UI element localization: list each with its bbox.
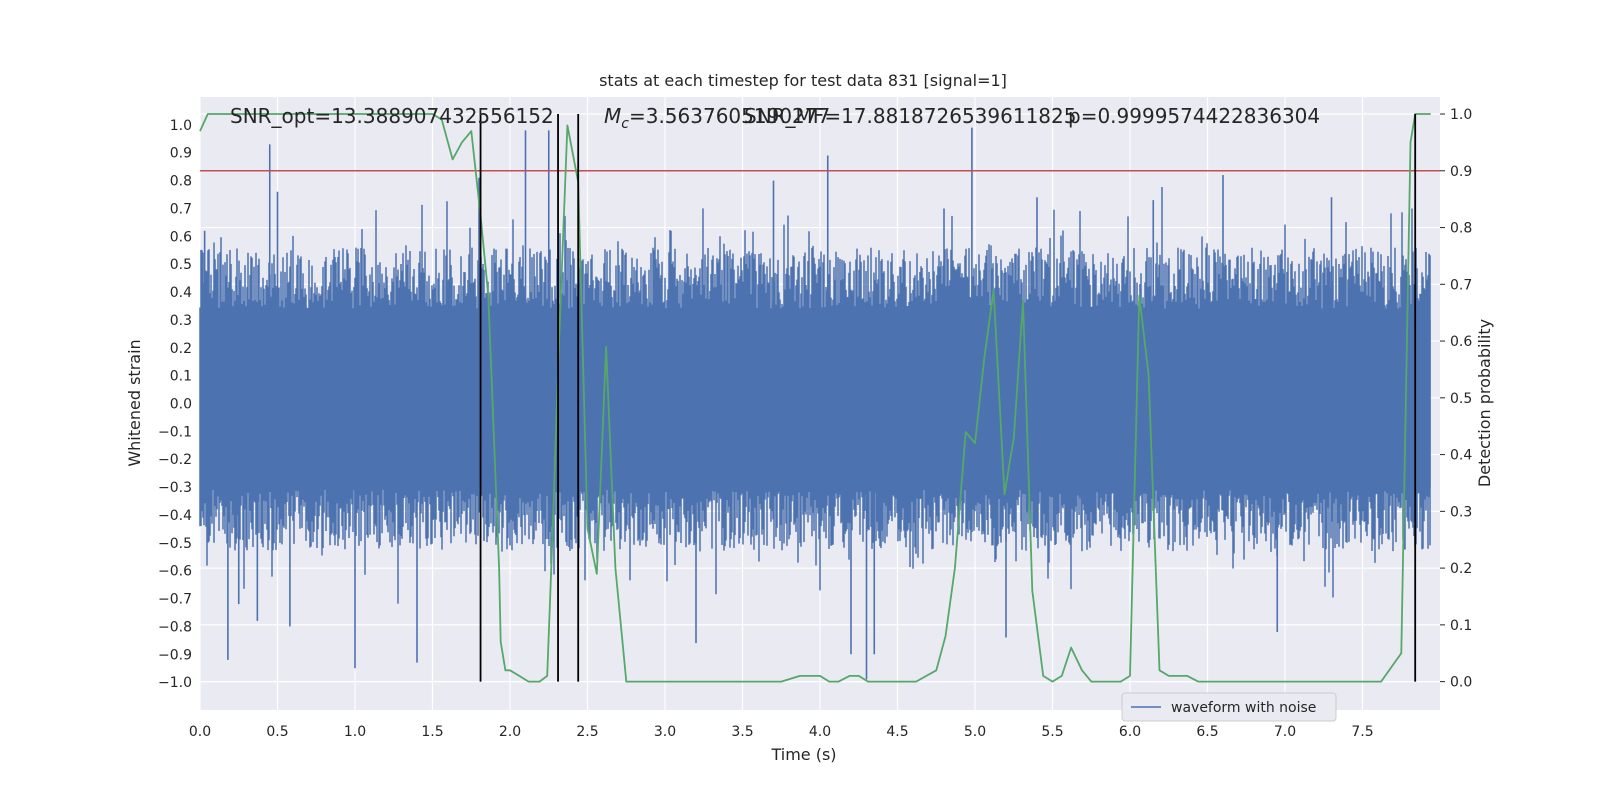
x-tick-label: 5.0: [964, 724, 986, 740]
x-tick-label: 4.5: [886, 724, 908, 740]
x-tick-label: 3.5: [731, 724, 753, 740]
x-tick-label: 7.5: [1351, 724, 1373, 740]
y-tick-label: 0.9: [170, 146, 192, 162]
y2-tick-label: 0.2: [1450, 561, 1472, 577]
x-tick-label: 0.0: [189, 724, 211, 740]
x-tick-label: 6.5: [1196, 724, 1218, 740]
y-tick-label: −0.6: [158, 564, 192, 580]
annotation-probability: p=0.9999574422836304: [1068, 104, 1320, 128]
x-tick-label: 6.0: [1119, 724, 1141, 740]
y2-tick-label: 0.3: [1450, 504, 1472, 520]
y2-axis-label: Detection probability: [1475, 319, 1494, 487]
legend: waveform with noise: [1121, 692, 1337, 722]
x-tick-label: 7.0: [1274, 724, 1296, 740]
y-tick-label: 0.4: [170, 285, 192, 301]
y-tick-label: 0.3: [170, 313, 192, 329]
annotation-chirp-mass: Mc=3.5637605190277: [604, 104, 830, 132]
probability-line: [199, 113, 1431, 683]
y-axis-label: Whitened strain: [125, 339, 144, 466]
x-tick-label: 4.0: [809, 724, 831, 740]
y-tick-label: −0.4: [158, 508, 192, 524]
y-tick-label: 0.8: [170, 174, 192, 190]
y-tick-label: −1.0: [158, 675, 192, 691]
y-tick-label: 0.5: [170, 257, 192, 273]
y2-tick-label: 0.9: [1450, 164, 1472, 180]
x-axis-label: Time (s): [770, 745, 836, 764]
y-tick-label: −0.2: [158, 452, 192, 468]
y-tick-label: −0.9: [158, 647, 192, 663]
x-tick-label: 2.0: [499, 724, 521, 740]
marker-lines: [479, 114, 1417, 682]
y-tick-label: 0.7: [170, 201, 192, 217]
x-tick-label: 2.5: [576, 724, 598, 740]
x-tick-label: 0.5: [266, 724, 288, 740]
y-axis-ticks: 1.0 0.9 0.8 0.7 0.6 0.5 0.4 0.3 0.2 0.1 0.0 −0.1 −0.…: [158, 118, 192, 691]
x-tick-label: 3.0: [654, 724, 676, 740]
y2-tick-label: 0.4: [1450, 448, 1472, 464]
y-tick-label: −0.1: [158, 424, 192, 440]
y2-tick-label: 0.7: [1450, 277, 1472, 293]
annotation-snr-opt: SNR_opt=13.388907432556152: [230, 104, 554, 128]
x-tick-label: 5.5: [1041, 724, 1063, 740]
x-tick-label: 1.5: [421, 724, 443, 740]
y-tick-label: −0.8: [158, 619, 192, 635]
legend-box: [1121, 692, 1337, 722]
y-tick-label: −0.7: [158, 592, 192, 608]
y-tick-label: 1.0: [170, 118, 192, 134]
y-tick-label: 0.6: [170, 229, 192, 245]
y2-tick-label: 0.6: [1450, 334, 1472, 350]
x-tick-label: 1.0: [344, 724, 366, 740]
y-tick-label: 0.2: [170, 341, 192, 357]
annotations: SNR_opt=13.388907432556152 Mc=3.56376051…: [230, 104, 1320, 132]
y2-tick-label: 0.8: [1450, 221, 1472, 237]
legend-label: waveform with noise: [1171, 700, 1316, 716]
y2-tick-label: 0.0: [1450, 675, 1472, 691]
y-tick-label: −0.3: [158, 480, 192, 496]
chart-title: stats at each timestep for test data 831…: [599, 71, 1007, 90]
y2-tick-label: 0.5: [1450, 391, 1472, 407]
y-tick-label: 0.1: [170, 369, 192, 385]
y2-tick-label: 0.1: [1450, 618, 1472, 634]
probability-series: [199, 113, 1431, 683]
y-tick-label: 0.0: [170, 397, 192, 413]
x-axis-ticks: 0.0 0.5 1.0 1.5 2.0 2.5 3.0 3.5 4.0 4.5 5.0 5.5 6.0 6…: [189, 724, 1374, 740]
waveform-core: [200, 319, 1431, 488]
y-tick-label: −0.5: [158, 536, 192, 552]
annotation-snr-mf: SNR_MF=17.8818726539611825: [744, 104, 1076, 128]
waveform-series: [199, 127, 1431, 680]
y2-tick-label: 1.0: [1450, 107, 1472, 123]
y2-axis-ticks: 1.0 0.9 0.8 0.7 0.6 0.5 0.4 0.3 0.2 0.1 0.0: [1440, 107, 1472, 691]
